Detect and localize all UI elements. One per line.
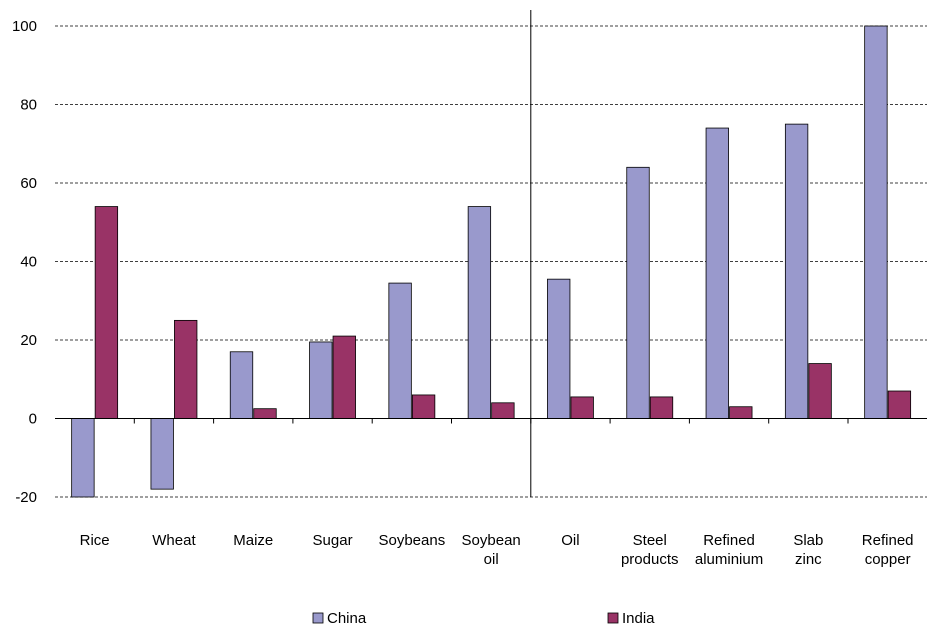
x-category-label: Soybeans [378, 532, 445, 549]
bar-china [388, 282, 412, 419]
x-category-label: copper [865, 551, 911, 568]
bar-india [94, 206, 119, 419]
x-category-label: Refined [703, 532, 755, 549]
x-category-label: Rice [80, 532, 110, 549]
y-tick-label: -20 [15, 489, 37, 506]
bar-china [150, 418, 174, 490]
x-category-label: aluminium [695, 551, 763, 568]
axis-layer [55, 10, 927, 497]
x-category-label: oil [484, 551, 499, 568]
bar-china [229, 351, 254, 419]
y-tick-label: 80 [20, 97, 37, 114]
legend: China India [312, 610, 655, 627]
x-category-label: Wheat [152, 532, 196, 549]
x-category-label: Steel [633, 532, 667, 549]
bar-india [174, 319, 198, 419]
bar-india [491, 402, 515, 419]
bar-india [332, 335, 356, 419]
bar-china [705, 127, 729, 419]
bar-china [467, 206, 492, 419]
x-category-label: Sugar [313, 532, 353, 549]
y-tick-label: 40 [20, 254, 37, 271]
labels-layer: -20 0 20 40 60 80 100 Rice Wheat Maize Sugar Soybea… [12, 18, 914, 568]
y-tick-label: 0 [29, 411, 37, 428]
bar-china [784, 123, 809, 419]
legend-label-china: China [327, 610, 367, 627]
y-tick-label: 20 [20, 332, 37, 349]
x-category-label: zinc [795, 551, 822, 568]
bar-india [887, 390, 912, 419]
legend-swatch-china [312, 612, 324, 624]
bars-layer [71, 25, 912, 498]
bar-india [729, 406, 753, 419]
x-category-label: Oil [561, 532, 579, 549]
bar-india [253, 408, 277, 419]
legend-swatch-india [607, 612, 619, 624]
x-category-label: Refined [862, 532, 914, 549]
bar-india [411, 394, 436, 419]
y-tick-label: 100 [12, 18, 37, 35]
bar-india [649, 396, 674, 419]
bar-china [309, 341, 333, 419]
x-category-label: Slab [793, 532, 823, 549]
bar-india [808, 363, 832, 419]
bar-china [547, 278, 571, 419]
x-category-label: products [621, 551, 679, 568]
y-tick-label: 60 [20, 175, 37, 192]
x-category-label: Soybean [462, 532, 521, 549]
x-category-label: Maize [233, 532, 273, 549]
bar-china [864, 25, 888, 419]
bar-china [71, 418, 95, 498]
legend-label-india: India [622, 610, 655, 627]
bar-china [626, 166, 650, 419]
bar-india [570, 396, 594, 419]
